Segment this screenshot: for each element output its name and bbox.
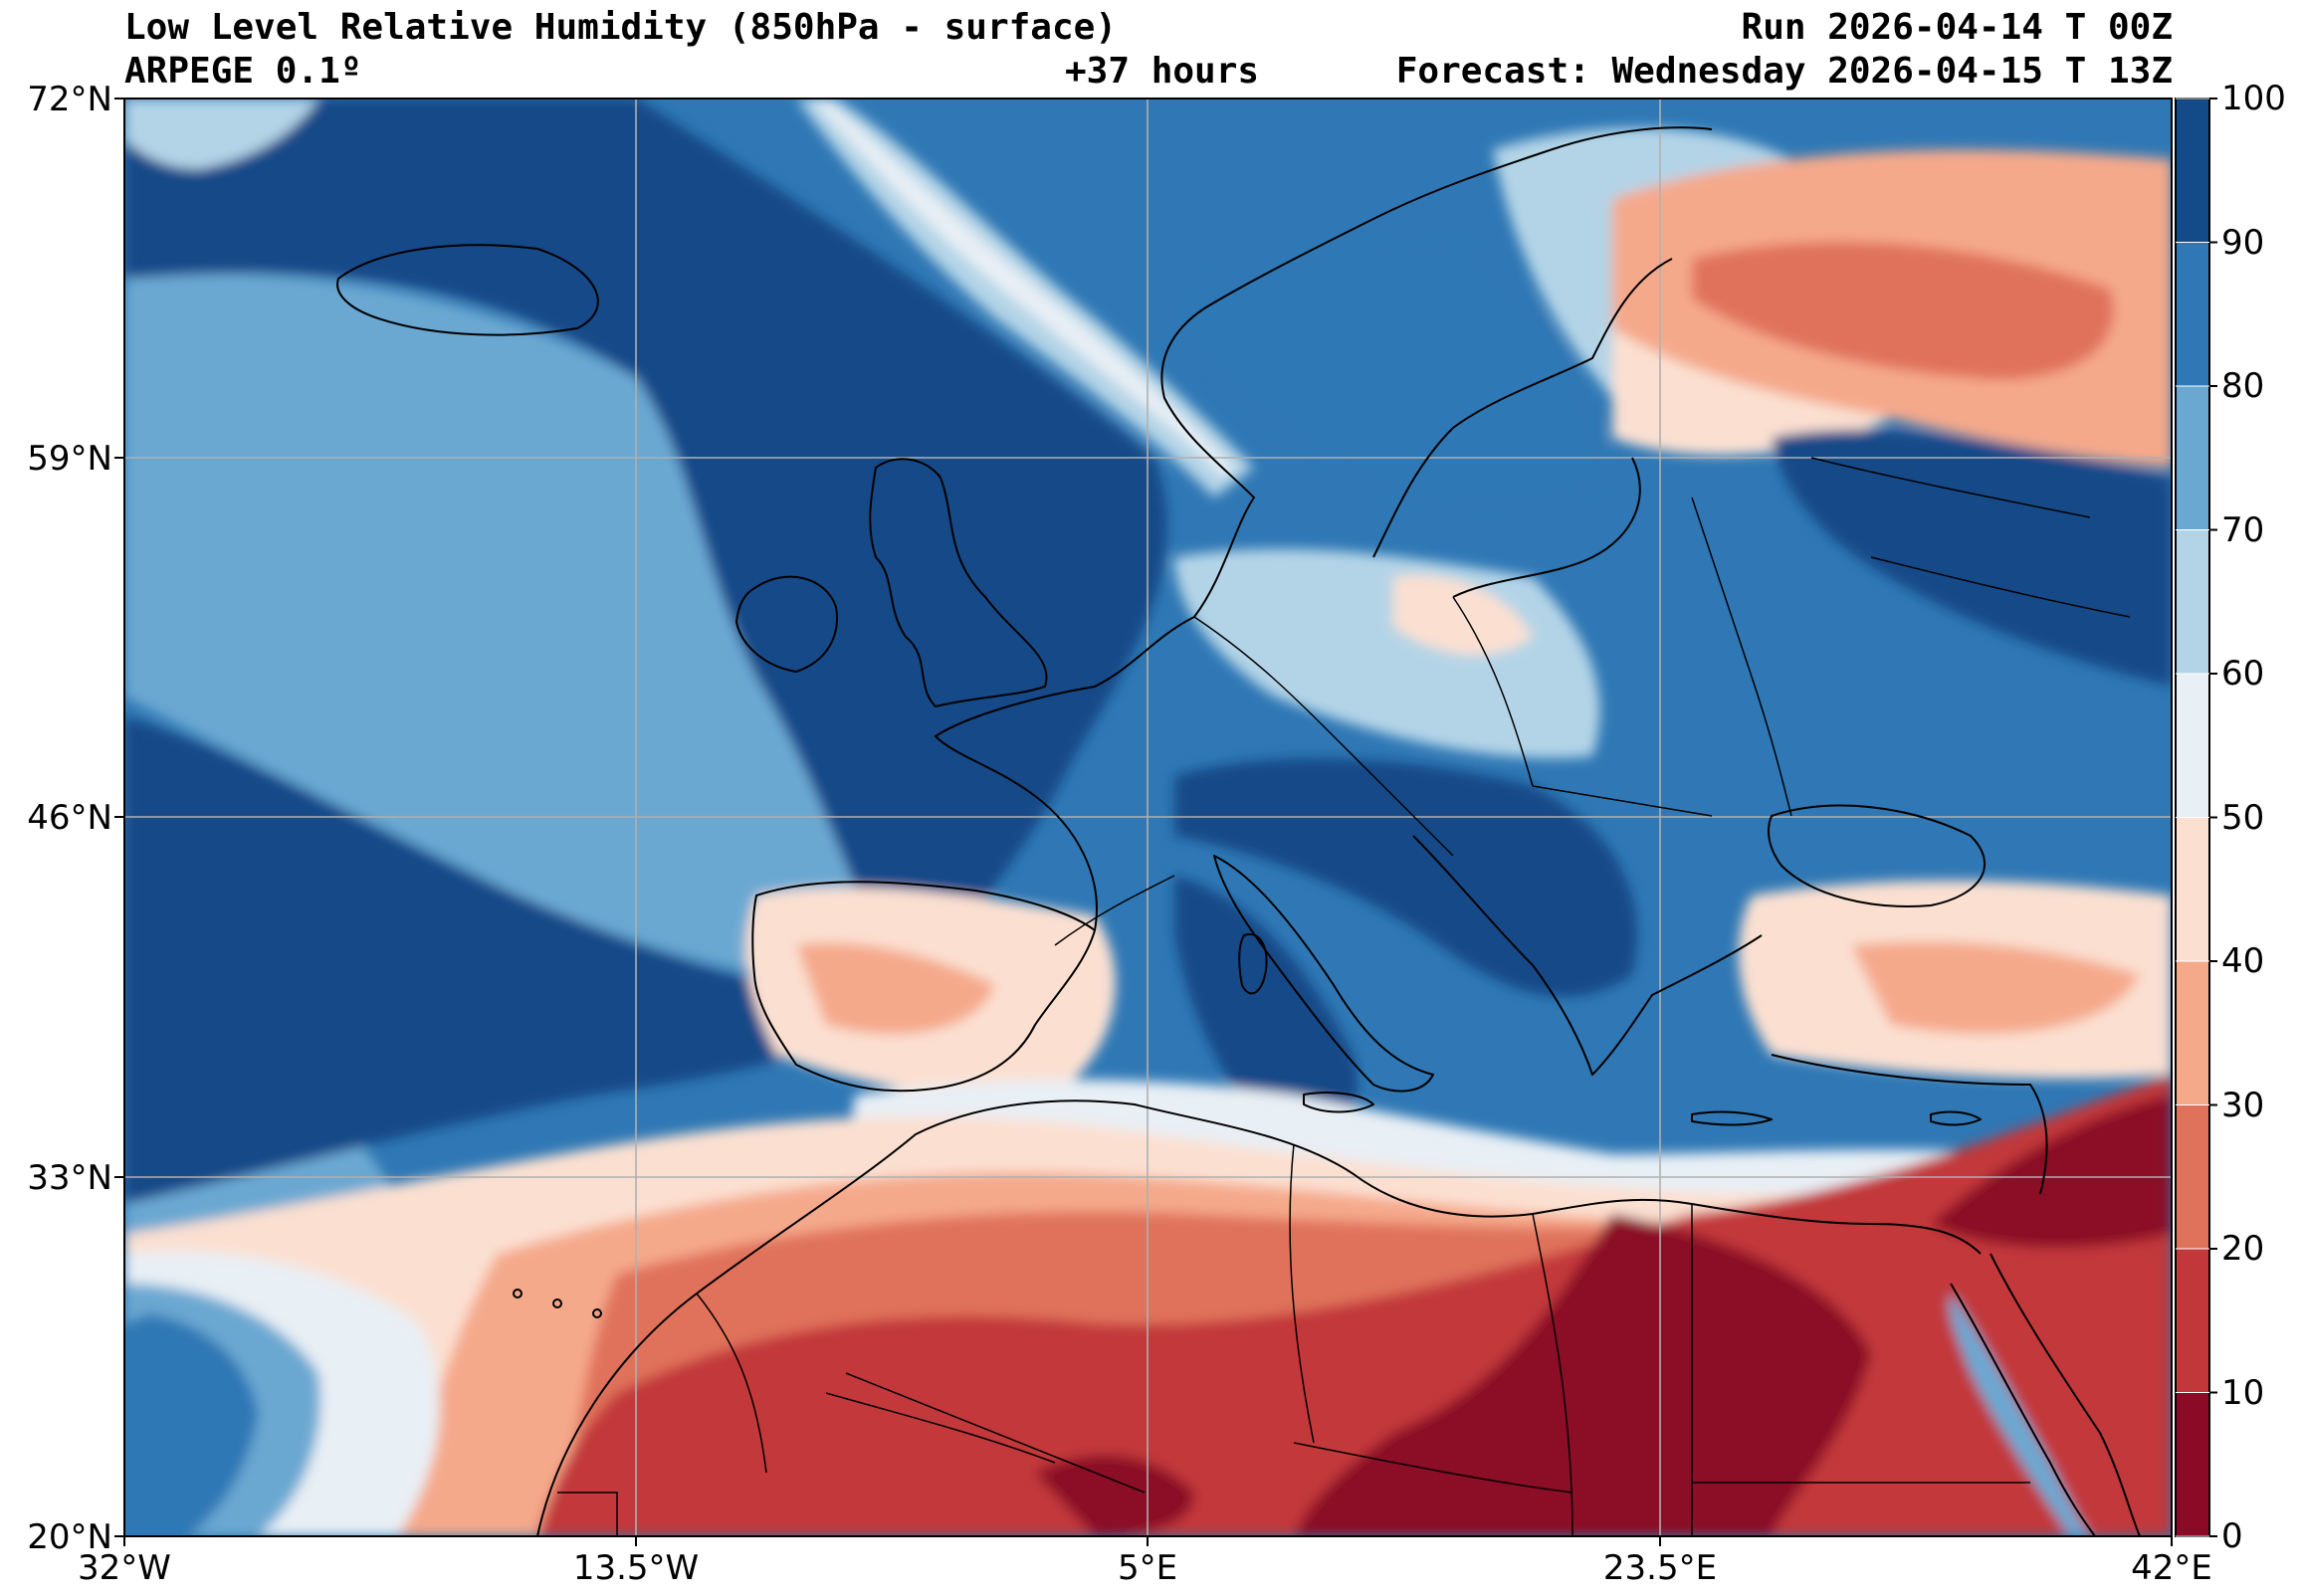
run-time: Run 2026-04-14 T 00Z: [1741, 7, 2173, 48]
lon-tick-label: 13.5°W: [572, 1548, 700, 1588]
graticule: [124, 99, 2172, 1536]
lon-tick-label: 5°E: [1117, 1548, 1178, 1588]
colorbar-label: 30: [2221, 1085, 2265, 1125]
colorbar-swatch: [2176, 674, 2209, 818]
colorbar-label: 100: [2221, 79, 2286, 118]
colorbar-swatch: [2176, 386, 2209, 530]
lat-tick-label: 72°N: [27, 80, 112, 119]
colorbar-swatch: [2176, 1249, 2209, 1393]
colorbar-label: 50: [2221, 797, 2265, 838]
lon-tick-label: 42°E: [2131, 1548, 2212, 1588]
humidity-field: [124, 99, 2172, 1536]
lon-tick-label: 32°W: [78, 1548, 171, 1588]
colorbar-swatch: [2176, 817, 2209, 961]
colorbar: [2175, 98, 2217, 1537]
borders: [557, 457, 2131, 1536]
colorbar-swatch: [2176, 99, 2209, 243]
lon-tick-label: 23.5°E: [1602, 1548, 1718, 1588]
lat-tick-label: 59°N: [27, 439, 112, 479]
colorbar-swatch: [2176, 1104, 2209, 1249]
lat-tick-label: 46°N: [27, 798, 112, 838]
colorbar-swatch: [2176, 529, 2209, 674]
colorbar-label: 70: [2221, 509, 2265, 550]
lat-tick-label: 33°N: [27, 1158, 112, 1198]
colorbar-swatch: [2176, 1392, 2209, 1536]
map-title: Low Level Relative Humidity (850hPa - su…: [124, 7, 1117, 48]
colorbar-label: 80: [2221, 366, 2265, 406]
lat-tick-label: 20°N: [27, 1517, 112, 1557]
model-name: ARPEGE 0.1º: [124, 51, 362, 92]
colorbar-label: 60: [2221, 654, 2265, 694]
colorbar-label: 0: [2221, 1516, 2243, 1556]
coastlines: [336, 126, 2141, 1536]
colorbar-swatch: [2176, 961, 2209, 1105]
colorbar-swatch: [2176, 242, 2209, 386]
colorbar-label: 90: [2221, 222, 2265, 263]
lead-time: +37 hours: [1065, 51, 1260, 92]
forecast-time: Forecast: Wednesday 2026-04-15 T 13Z: [1395, 51, 2173, 92]
colorbar-label: 40: [2221, 941, 2265, 981]
colorbar-label: 10: [2221, 1372, 2265, 1413]
colorbar-label: 20: [2221, 1229, 2265, 1269]
tick-marks: [114, 98, 2173, 1546]
